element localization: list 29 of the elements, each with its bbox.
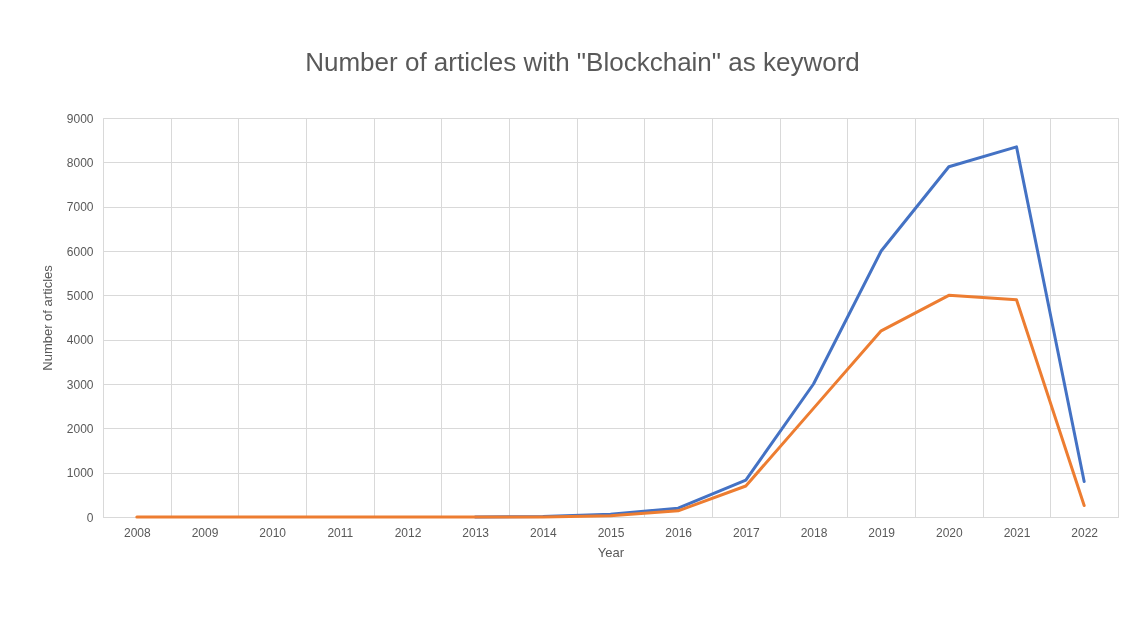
x-tick-label: 2021: [1003, 525, 1031, 540]
y-tick-label: 6000: [66, 244, 94, 259]
y-tick-label: 2000: [66, 421, 94, 436]
x-tick-label: 2010: [259, 525, 287, 540]
y-tick-label: 1000: [66, 466, 94, 481]
x-tick-label: 2013: [462, 525, 490, 540]
y-tick-label: 5000: [66, 288, 94, 303]
x-tick-label: 2016: [665, 525, 693, 540]
x-tick-label: 2020: [935, 525, 963, 540]
x-tick-label: 2011: [327, 525, 354, 540]
x-tick-label: 2008: [123, 525, 151, 540]
y-tick-label: 8000: [66, 155, 94, 170]
x-tick-label: 2019: [868, 525, 896, 540]
line-series: [135, 293, 1086, 519]
y-axis-title: Number of articles: [39, 264, 55, 371]
x-tick-label: 2009: [191, 525, 219, 540]
x-tick-label: 2022: [1071, 525, 1099, 540]
x-tick-label: 2017: [732, 525, 760, 540]
y-tick-label: 3000: [66, 377, 94, 392]
x-axis-title: Year: [597, 544, 625, 560]
x-tick-label: 2018: [800, 525, 828, 540]
y-tick-label: 9000: [66, 111, 94, 126]
y-tick-label: 0: [86, 510, 94, 525]
x-tick-label: 2015: [597, 525, 625, 540]
chart-title: Number of articles with "Blockchain" as keyword: [305, 47, 860, 77]
x-tick-label: 2014: [529, 525, 557, 540]
x-tick-label: 2012: [394, 525, 422, 540]
y-tick-label: 7000: [66, 200, 94, 215]
y-tick-label: 4000: [66, 333, 94, 348]
